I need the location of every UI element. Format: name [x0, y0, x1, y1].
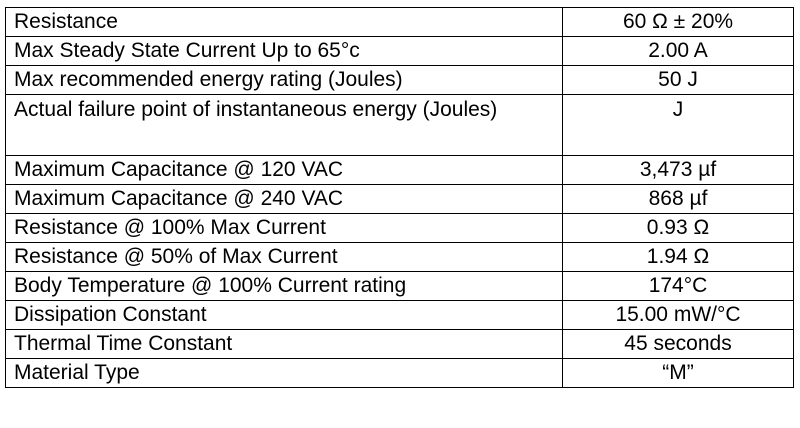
- row-value: “M”: [562, 358, 794, 388]
- table-row: Maximum Capacitance @ 240 VAC 868 µf: [5, 184, 794, 214]
- row-label: Resistance: [5, 7, 563, 37]
- row-label: Max Steady State Current Up to 65°c: [5, 36, 563, 66]
- row-value: 60 Ω ± 20%: [562, 7, 794, 37]
- table-row: Material Type “M”: [5, 358, 794, 388]
- row-value: 2.00 A: [562, 36, 794, 66]
- table-row: Thermal Time Constant 45 seconds: [5, 329, 794, 359]
- row-value: 3,473 µf: [562, 155, 794, 185]
- row-value: 1.94 Ω: [562, 242, 794, 272]
- table-row: Resistance 60 Ω ± 20%: [5, 7, 794, 37]
- table-row: Actual failure point of instantaneous en…: [5, 94, 794, 156]
- row-value: 868 µf: [562, 184, 794, 214]
- row-value: 15.00 mW/°C: [562, 300, 794, 330]
- row-label: Thermal Time Constant: [5, 329, 563, 359]
- row-value: 0.93 Ω: [562, 213, 794, 243]
- table-row: Resistance @ 100% Max Current 0.93 Ω: [5, 213, 794, 243]
- row-value: 50 J: [562, 65, 794, 95]
- row-label: Dissipation Constant: [5, 300, 563, 330]
- row-value: 174°C: [562, 271, 794, 301]
- row-label: Body Temperature @ 100% Current rating: [5, 271, 563, 301]
- row-label: Resistance @ 50% of Max Current: [5, 242, 563, 272]
- row-label: Maximum Capacitance @ 120 VAC: [5, 155, 563, 185]
- row-label: Max recommended energy rating (Joules): [5, 65, 563, 95]
- table-row: Max Steady State Current Up to 65°c 2.00…: [5, 36, 794, 66]
- row-value: J: [562, 94, 794, 156]
- row-label: Actual failure point of instantaneous en…: [5, 94, 563, 156]
- table-row: Maximum Capacitance @ 120 VAC 3,473 µf: [5, 155, 794, 185]
- table-row: Body Temperature @ 100% Current rating 1…: [5, 271, 794, 301]
- table-row: Dissipation Constant 15.00 mW/°C: [5, 300, 794, 330]
- table-row: Resistance @ 50% of Max Current 1.94 Ω: [5, 242, 794, 272]
- row-label: Maximum Capacitance @ 240 VAC: [5, 184, 563, 214]
- row-label: Material Type: [5, 358, 563, 388]
- row-label: Resistance @ 100% Max Current: [5, 213, 563, 243]
- table-row: Max recommended energy rating (Joules) 5…: [5, 65, 794, 95]
- spec-table: Resistance 60 Ω ± 20% Max Steady State C…: [5, 7, 794, 388]
- row-value: 45 seconds: [562, 329, 794, 359]
